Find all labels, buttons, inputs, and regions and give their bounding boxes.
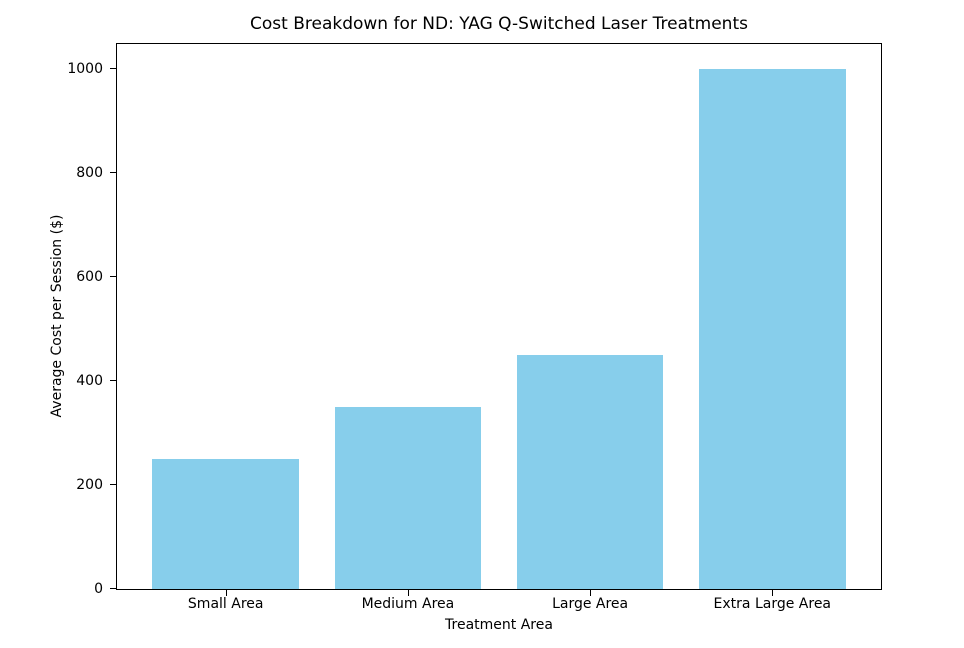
y-tick-label-800: 800 xyxy=(76,164,103,181)
y-tick-mark xyxy=(110,588,117,589)
chart-title: Cost Breakdown for ND: YAG Q-Switched La… xyxy=(250,14,748,34)
bar-small-area xyxy=(152,459,300,589)
y-tick-mark xyxy=(110,275,117,277)
y-tick-label-200: 200 xyxy=(76,477,103,493)
bar-extra-large-area xyxy=(698,68,846,589)
x-tick-mark xyxy=(407,589,409,596)
x-axis-label: Treatment Area xyxy=(445,617,553,633)
plot-area: Small Area Medium Area Large Area Extra Lar… xyxy=(67,43,882,611)
y-tick-label-1000: 1000 xyxy=(67,60,103,77)
y-tick-mark xyxy=(110,171,117,173)
y-tick-mark xyxy=(110,380,117,381)
y-tick-label-400: 400 xyxy=(76,373,103,389)
x-tick-label-extra-large-area: Extra Large Area xyxy=(713,596,832,612)
y-tick-mark xyxy=(110,67,117,69)
x-tick-label-medium-area: Medium Area xyxy=(361,596,455,612)
bar-large-area xyxy=(516,354,664,589)
x-tick-mark xyxy=(590,589,592,596)
x-tick-mark xyxy=(772,589,774,596)
x-tick-label-small-area: Small Area xyxy=(187,596,264,612)
y-tick-label-600: 600 xyxy=(76,268,103,285)
bar-medium-area xyxy=(334,407,482,589)
y-axis-label: Average Cost per Session ($) xyxy=(49,214,65,418)
y-tick-label-0: 0 xyxy=(94,581,103,597)
x-tick-mark xyxy=(225,589,227,596)
y-tick-mark xyxy=(110,484,117,485)
x-tick-label-large-area: Large Area xyxy=(552,596,629,612)
